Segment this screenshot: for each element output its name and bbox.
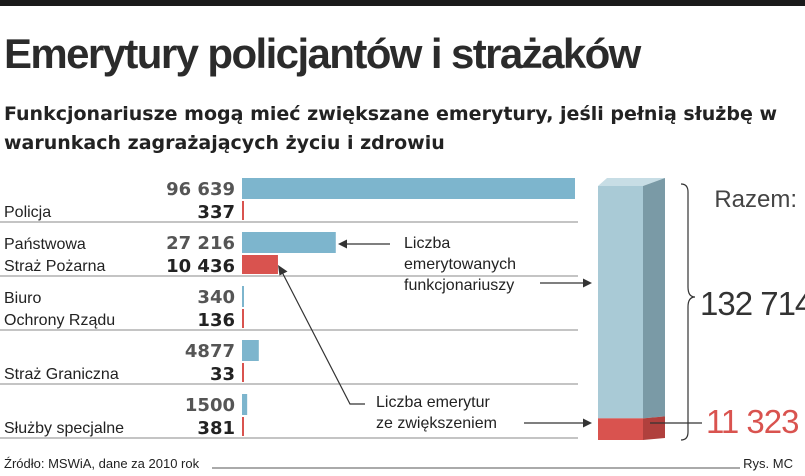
total-retirees-value: 132 714 <box>700 285 805 322</box>
value-label-retirees: 4877 <box>185 341 235 362</box>
source-note: Źródło: MSWiA, dane za 2010 rok <box>4 456 200 471</box>
callout-arrow-retirees-column <box>583 278 592 288</box>
value-label-increased: 381 <box>197 418 235 439</box>
legend-label-increased: ze zwiększeniem <box>376 415 497 432</box>
category-label: Straż Pożarna <box>4 258 105 275</box>
value-label-retirees: 96 639 <box>166 179 235 200</box>
total-increased-side <box>643 416 665 440</box>
legend-label-retirees: funkcjonariuszy <box>404 277 514 294</box>
page-title: Emerytury policjantów i strażaków <box>4 30 641 77</box>
total-increased-front <box>598 418 643 440</box>
category-label: Państwowa <box>4 236 86 253</box>
legend-label-retirees: emerytowanych <box>404 256 516 273</box>
value-label-increased: 136 <box>197 310 235 331</box>
bar-retirees <box>242 286 244 307</box>
category-label: Policja <box>4 204 51 221</box>
total-heading: Razem: <box>714 186 797 213</box>
category-label: Biuro <box>4 290 41 307</box>
total-increased-value: 11 323 <box>706 403 798 440</box>
bar-increased <box>242 201 244 220</box>
bar-increased <box>242 309 244 328</box>
value-label-retirees: 1500 <box>185 395 235 416</box>
category-label: Służby specjalne <box>4 420 124 437</box>
category-label: Straż Graniczna <box>4 366 119 383</box>
total-brace <box>680 183 696 441</box>
value-label-increased: 33 <box>210 364 235 385</box>
credit-note: Rys. MC <box>743 456 793 471</box>
value-label-increased: 337 <box>197 202 235 223</box>
total-column-top <box>598 178 665 186</box>
callout-arrow-increased <box>278 265 288 276</box>
bar-retirees <box>242 340 259 361</box>
bar-retirees <box>242 394 248 415</box>
top-rule <box>0 0 805 6</box>
value-label-retirees: 340 <box>197 287 235 308</box>
bar-increased <box>242 255 278 274</box>
callout-arrow-retirees <box>338 239 347 249</box>
category-label: Ochrony Rządu <box>4 312 115 329</box>
value-label-increased: 10 436 <box>166 256 235 277</box>
bar-increased <box>242 363 244 382</box>
bar-retirees <box>242 232 336 253</box>
page-subtitle: Funkcjonariusze mogą mieć zwiększane eme… <box>4 103 778 154</box>
total-column-front <box>598 186 643 419</box>
value-label-retirees: 27 216 <box>166 233 235 254</box>
legend-label-retirees: Liczba <box>404 235 450 252</box>
callout-line-increased <box>281 271 365 405</box>
callout-arrow-increased-column <box>583 418 592 428</box>
bar-retirees <box>242 178 575 199</box>
legend-label-increased: Liczba emerytur <box>376 394 490 411</box>
total-column-side <box>643 178 665 419</box>
bar-increased <box>242 417 244 436</box>
